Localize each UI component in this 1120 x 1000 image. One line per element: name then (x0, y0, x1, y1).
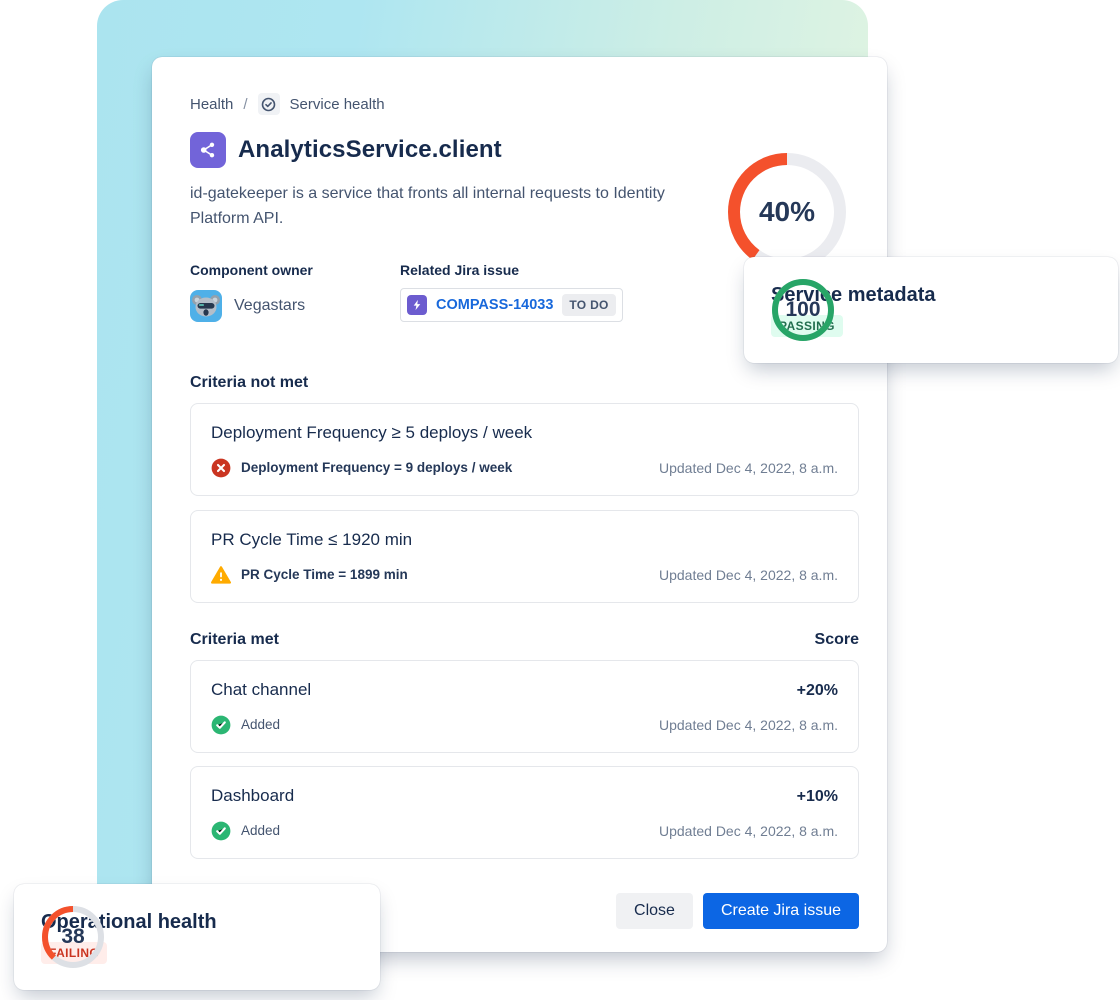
related-jira-label: Related Jira issue (400, 261, 520, 278)
operational-health-card: 38 Operational health FAILING (14, 884, 380, 990)
breadcrumb-service-health-link[interactable]: Service health (289, 95, 385, 113)
criterion-title: Deployment Frequency ≥ 5 deploys / week (211, 422, 533, 442)
service-health-modal: Health / Service health AnalyticsService… (152, 57, 887, 952)
operational-health-title: Operational health (41, 910, 217, 933)
close-button[interactable]: Close (616, 892, 693, 929)
criterion-score: +10% (796, 787, 838, 805)
criteria-met-heading: Criteria met (190, 630, 279, 648)
success-icon (211, 715, 231, 735)
criterion-score: +20% (796, 681, 838, 699)
jira-issue-link[interactable]: COMPASS-14033 (436, 296, 554, 313)
service-metadata-title: Service metadata (771, 283, 936, 306)
service-metadata-card: 100 Service metadata PASSING (744, 257, 1118, 363)
title-row: AnalyticsService.client (190, 132, 859, 168)
criterion-updated: Updated Dec 4, 2022, 8 a.m. (659, 459, 838, 476)
related-jira-block: Related Jira issue COMPASS-14033 TO DO (400, 262, 623, 322)
service-metadata-ring: 100 (771, 278, 835, 342)
criterion-status-text: Added (241, 717, 281, 733)
criterion-card-dashboard: Dashboard +10% Added Updated Dec 4, 2022… (190, 765, 859, 859)
criterion-title: Chat channel (211, 679, 312, 699)
criterion-card-deployment-frequency: Deployment Frequency ≥ 5 deploys / week … (190, 402, 859, 496)
operational-health-score: 38 (61, 925, 85, 948)
breadcrumb-separator: / (243, 95, 248, 113)
breadcrumb: Health / Service health (190, 93, 859, 115)
success-icon (211, 821, 231, 841)
criterion-updated: Updated Dec 4, 2022, 8 a.m. (659, 566, 838, 583)
criterion-status-text: PR Cycle Time = 1899 min (241, 567, 408, 583)
scorecard-check-icon (257, 93, 280, 115)
criterion-card-pr-cycle-time: PR Cycle Time ≤ 1920 min PR Cycle Time =… (190, 509, 859, 603)
component-owner-label: Component owner (190, 261, 313, 278)
criterion-title: Dashboard (211, 785, 295, 805)
jira-status-badge: TO DO (562, 293, 616, 316)
meta-row: Component owner Vegastars (190, 262, 859, 322)
owner-name: Vegastars (234, 296, 306, 314)
owner-avatar (190, 289, 222, 322)
warning-icon (211, 565, 231, 585)
jira-bolt-icon (407, 294, 427, 315)
criterion-status-text: Deployment Frequency = 9 deploys / week (241, 460, 513, 476)
criteria-not-met-heading: Criteria not met (190, 373, 309, 391)
modal-footer: Close Create Jira issue (190, 892, 859, 929)
operational-health-ring: 38 (41, 905, 105, 969)
criterion-status-text: Added (241, 823, 281, 839)
score-column-heading: Score (814, 630, 859, 648)
criterion-updated: Updated Dec 4, 2022, 8 a.m. (659, 822, 838, 839)
health-score-value: 40% (758, 196, 816, 227)
criterion-updated: Updated Dec 4, 2022, 8 a.m. (659, 716, 838, 733)
create-jira-issue-button[interactable]: Create Jira issue (702, 892, 859, 929)
criterion-card-chat-channel: Chat channel +20% Added Updated Dec 4, 2… (190, 659, 859, 753)
component-owner-block: Component owner Vegastars (190, 262, 400, 322)
jira-issue-chip[interactable]: COMPASS-14033 TO DO (400, 287, 623, 322)
error-icon (211, 458, 231, 478)
service-description: id-gatekeeper is a service that fronts a… (190, 185, 665, 227)
service-metadata-score: 100 (785, 298, 821, 321)
page-title: AnalyticsService.client (238, 136, 502, 163)
health-score-ring: 40% (728, 153, 846, 271)
service-icon (190, 132, 226, 168)
breadcrumb-health-link[interactable]: Health (190, 95, 234, 113)
criterion-title: PR Cycle Time ≤ 1920 min (211, 529, 413, 549)
